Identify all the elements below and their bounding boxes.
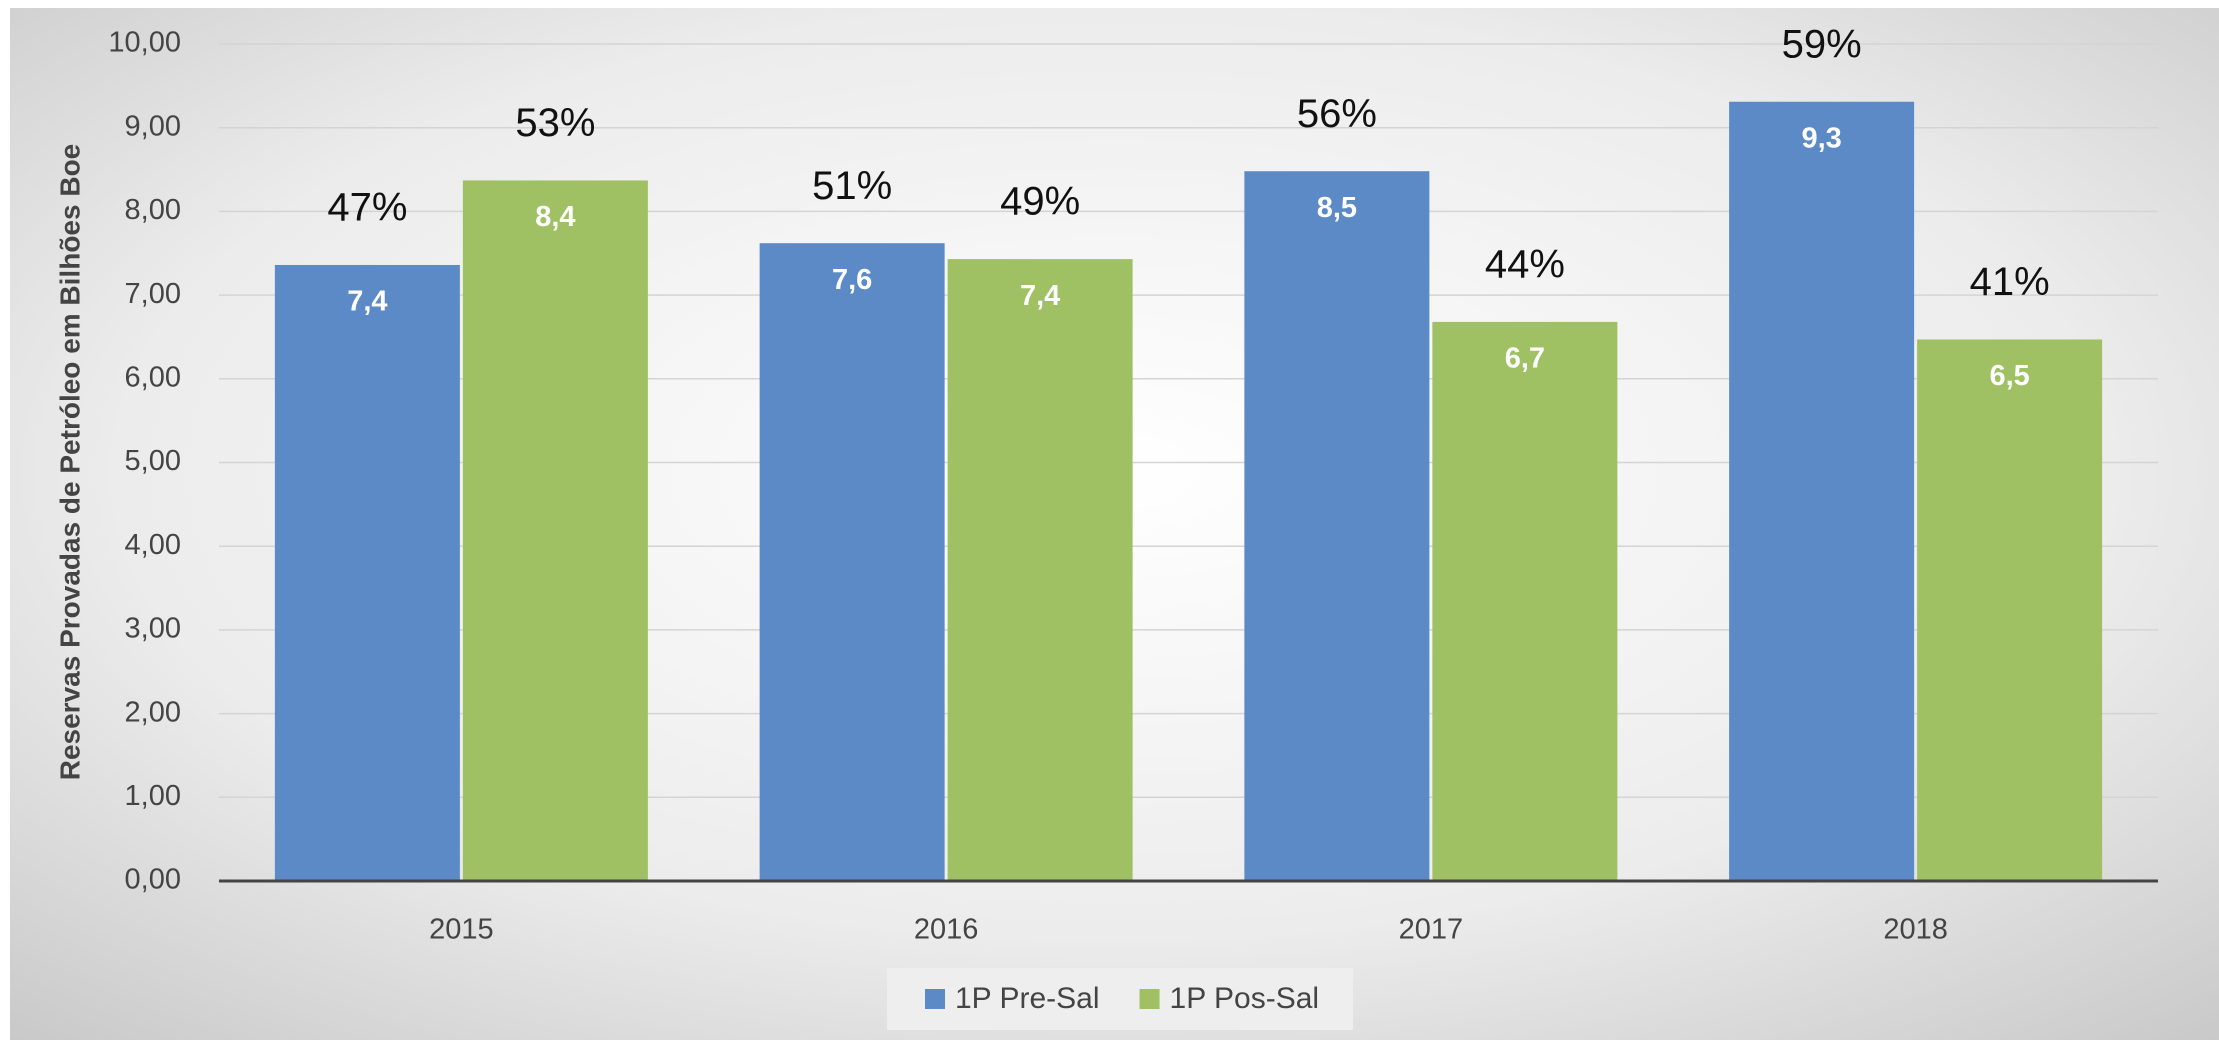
bar	[1729, 101, 1915, 882]
y-tick-label: 9,00	[125, 110, 181, 142]
y-tick-label: 4,00	[125, 529, 181, 561]
legend-label: 1P Pos-Sal	[1170, 982, 1320, 1015]
share-label: 44%	[1485, 242, 1565, 286]
x-tick-label: 2015	[429, 914, 494, 946]
share-label: 59%	[1782, 22, 1862, 66]
legend-label: 1P Pre-Sal	[955, 982, 1100, 1015]
value-label: 9,3	[1801, 122, 1841, 154]
legend-box	[887, 968, 1353, 1030]
bar	[1917, 339, 2103, 881]
y-tick-label: 5,00	[125, 445, 181, 477]
y-tick-label: 10,00	[108, 27, 181, 59]
value-label: 8,4	[535, 201, 575, 233]
y-tick-label: 8,00	[125, 194, 181, 226]
bar	[1244, 171, 1430, 881]
bar	[274, 264, 460, 881]
bar	[759, 243, 945, 881]
y-tick-label: 6,00	[125, 361, 181, 393]
share-label: 51%	[812, 164, 892, 208]
y-tick-label: 3,00	[125, 613, 181, 645]
value-label: 7,4	[1020, 280, 1060, 312]
y-axis-title: Reservas Provadas de Petróleo em Bilhões…	[54, 144, 85, 781]
y-tick-label: 1,00	[125, 780, 181, 812]
share-label: 56%	[1297, 92, 1377, 136]
share-label: 47%	[327, 186, 407, 230]
legend-swatch	[925, 989, 945, 1009]
x-tick-label: 2018	[1883, 914, 1948, 946]
legend-swatch	[1139, 989, 1160, 1009]
bar	[947, 259, 1133, 881]
x-tick-label: 2017	[1399, 914, 1464, 946]
value-label: 7,4	[347, 286, 387, 318]
y-tick-label: 0,00	[125, 864, 181, 896]
value-label: 8,5	[1317, 192, 1357, 224]
x-tick-label: 2016	[914, 914, 979, 946]
bar	[462, 180, 648, 881]
share-label: 49%	[1000, 180, 1080, 224]
bar	[1432, 321, 1618, 881]
share-label: 41%	[1970, 260, 2050, 304]
y-tick-label: 7,00	[125, 278, 181, 310]
value-label: 7,6	[832, 264, 872, 296]
y-tick-label: 2,00	[125, 696, 181, 728]
share-label: 53%	[515, 101, 595, 145]
value-label: 6,5	[1989, 360, 2029, 392]
value-label: 6,7	[1505, 343, 1545, 375]
